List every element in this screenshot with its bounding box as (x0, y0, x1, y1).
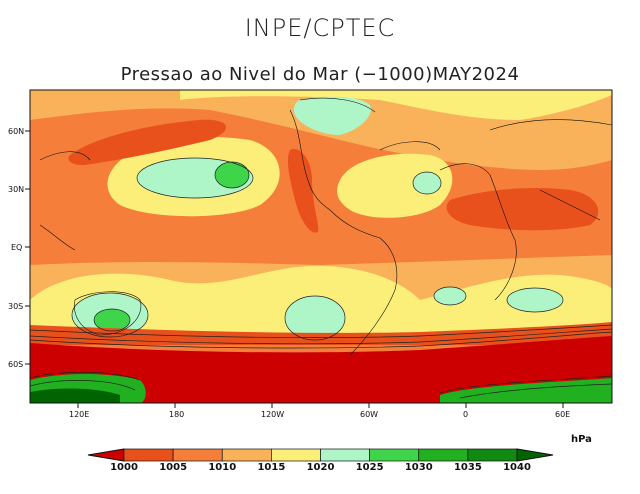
field-antarctic-core (30, 388, 120, 403)
isobar-lines (30, 157, 612, 399)
colorbar-level-label: 1025 (356, 462, 384, 473)
field-high-south-atlantic (434, 287, 466, 305)
pressure-field (30, 90, 612, 403)
colorbar-unit: hPa (571, 434, 592, 445)
lon-label: 120W (261, 410, 284, 419)
lon-label: 120E (69, 410, 89, 419)
colorbar-level-label: 1035 (454, 462, 482, 473)
field-southern-ocean-low (30, 336, 612, 403)
lon-label: 0 (463, 410, 468, 419)
latitude-axis: 60N 30N EQ 30S 60S (8, 127, 30, 369)
colorbar-cell (271, 448, 321, 462)
field-core-north-pacific (215, 162, 249, 188)
colorbar-cell (123, 448, 174, 462)
field-high-north-atlantic (413, 172, 441, 194)
lat-label: 30S (8, 302, 23, 311)
lon-label: 60E (555, 410, 570, 419)
field-core-australia (94, 309, 130, 331)
longitude-axis: 120E 180 120W 60W 0 60E (69, 403, 570, 419)
field-1020-arctic (180, 90, 612, 120)
field-asian-low (446, 188, 599, 231)
lon-label: 60W (360, 410, 378, 419)
colorbar-cell (172, 448, 223, 462)
field-south-america-low (287, 149, 319, 233)
colorbar-level-label: 1030 (405, 462, 433, 473)
colorbar-cell (320, 448, 370, 462)
lat-label: 60N (8, 127, 24, 136)
lat-label: 60S (8, 360, 23, 369)
colorbar: hPa 1000 1005 1010 1015 1020 1025 1030 1035 1040 (87, 434, 592, 473)
colorbar-level-label: 1000 (110, 462, 138, 473)
field-1020-north-atlantic (337, 153, 453, 218)
colorbar-level-label: 1040 (503, 462, 531, 473)
colorbar-level-label: 1005 (159, 462, 187, 473)
colorbar-cell (369, 448, 420, 462)
field-antarctic-high-east (440, 378, 612, 403)
lon-label: 180 (169, 410, 184, 419)
colorbar-level-label: 1020 (307, 462, 335, 473)
field-high-indian (507, 288, 563, 312)
chart-org-title: INPE/CPTEC (244, 14, 396, 42)
field-aleutian-low (68, 119, 227, 166)
colorbar-cell (467, 448, 518, 462)
colorbar-level-label: 1010 (208, 462, 236, 473)
colorbar-level-label: 1015 (257, 462, 285, 473)
colorbar-cell (418, 448, 469, 462)
lat-label: EQ (11, 243, 22, 252)
lat-label: 30N (8, 185, 24, 194)
colorbar-arrow-low (87, 448, 125, 462)
colorbar-arrow-high (516, 448, 554, 462)
field-high-arctic (293, 96, 371, 135)
field-high-south-pacific (285, 296, 345, 340)
colorbar-cell (221, 448, 272, 462)
chart-subtitle: Pressao ao Nivel do Mar (−1000)MAY2024 (120, 64, 520, 85)
coastlines (39, 97, 612, 356)
